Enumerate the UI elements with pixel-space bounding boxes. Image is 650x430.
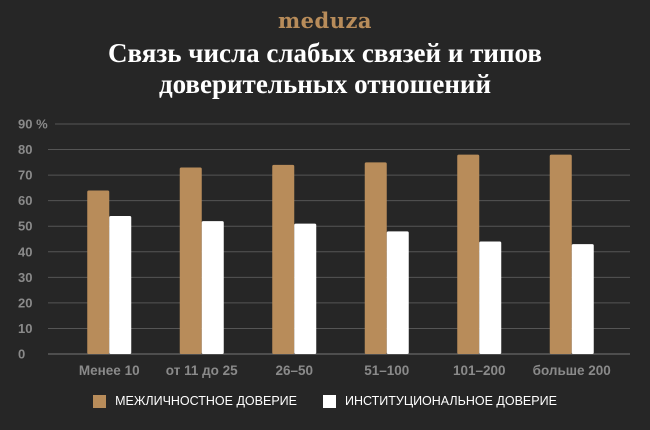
bar-interpersonal	[87, 190, 110, 354]
x-tick-label: 26–50	[275, 363, 313, 378]
legend: МЕЖЛИЧНОСТНОЕ ДОВЕРИЕ ИНСТИТУЦИОНАЛЬНОЕ …	[0, 394, 650, 408]
bar-institutional	[479, 241, 502, 354]
y-tick-label: 20	[18, 295, 32, 310]
y-tick-label: 80	[18, 142, 32, 157]
y-tick-label: 60	[18, 193, 32, 208]
bar-institutional	[201, 221, 224, 354]
x-tick-label: 101–200	[453, 363, 506, 378]
x-tick-label: Менее 10	[79, 363, 140, 378]
y-tick-label: 90 %	[18, 117, 48, 132]
y-tick-label: 0	[18, 347, 25, 362]
legend-label: МЕЖЛИЧНОСТНОЕ ДОВЕРИЕ	[115, 394, 297, 408]
x-tick-label: больше 200	[533, 363, 611, 378]
bar-interpersonal	[272, 164, 295, 354]
x-tick-label: 51–100	[364, 363, 409, 378]
bar-institutional	[571, 244, 594, 354]
y-tick-label: 10	[18, 321, 32, 336]
bar-interpersonal	[364, 162, 387, 354]
bar-interpersonal	[179, 167, 202, 354]
bar-institutional	[294, 223, 317, 354]
legend-swatch-institutional	[323, 394, 336, 408]
y-tick-label: 50	[18, 219, 32, 234]
x-tick-label: от 11 до 25	[166, 363, 238, 378]
y-tick-label: 70	[18, 168, 32, 183]
bar-institutional	[386, 231, 409, 354]
bar-institutional	[109, 216, 132, 354]
legend-label: ИНСТИТУЦИОНАЛЬНОЕ ДОВЕРИЕ	[345, 394, 557, 408]
legend-item-interpersonal: МЕЖЛИЧНОСТНОЕ ДОВЕРИЕ	[93, 394, 297, 408]
y-tick-label: 30	[18, 270, 32, 285]
chart-title-text: Связь числа слабых связей и типов довери…	[108, 38, 542, 99]
y-tick-label: 40	[18, 244, 32, 259]
bar-interpersonal	[549, 154, 572, 354]
legend-swatch-interpersonal	[93, 394, 107, 408]
chart-title: Связь числа слабых связей и типов довери…	[0, 38, 650, 100]
meduza-logo: meduza	[277, 8, 373, 33]
legend-item-institutional: ИНСТИТУЦИОНАЛЬНОЕ ДОВЕРИЕ	[323, 394, 557, 408]
bar-interpersonal	[457, 154, 480, 354]
